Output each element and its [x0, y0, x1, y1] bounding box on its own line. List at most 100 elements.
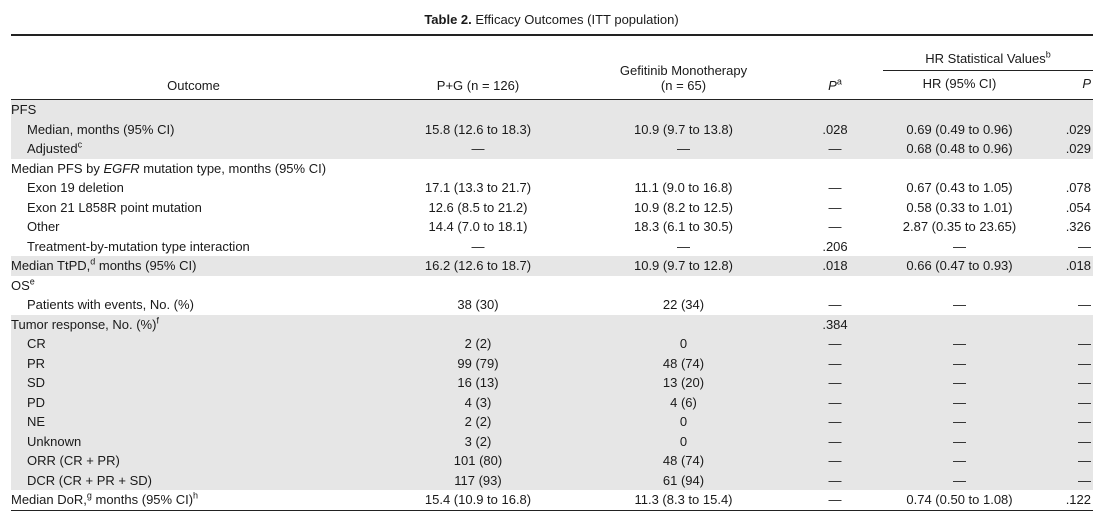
- row-label: CR: [11, 334, 376, 354]
- table-row: DCR (CR + PR + SD) 117 (93) 61 (94) — — …: [11, 470, 1093, 490]
- top-rule: [11, 34, 1093, 36]
- row-label: Unknown: [11, 431, 376, 451]
- table-row: Exon 21 L858R point mutation 12.6 (8.5 t…: [11, 198, 1093, 218]
- cell-pg: 4 (3): [376, 392, 580, 412]
- cell-hr-p: .326: [1065, 219, 1091, 234]
- cell-gefitinib: 0: [580, 334, 787, 354]
- table-row: Unknown 3 (2) 0 — — —: [11, 431, 1093, 451]
- cell-hr-p: —: [1036, 392, 1093, 412]
- row-label: Patients with events, No. (%): [27, 297, 194, 312]
- table-row: Treatment-by-mutation type interaction —…: [11, 237, 1093, 257]
- cell-p: —: [787, 431, 883, 451]
- cell-hr: 2.87 (0.35 to 23.65): [902, 219, 1017, 234]
- cell-hr: —: [883, 431, 1036, 451]
- cell-hr: 0.74 (0.50 to 1.08): [883, 490, 1036, 511]
- cell-hr-p: —: [1036, 431, 1093, 451]
- row-label: OSe: [11, 276, 376, 296]
- header-hr-group-text: HR Statistical Values: [925, 51, 1046, 66]
- cell-p: —: [828, 180, 842, 195]
- table-row: OSe: [11, 276, 1093, 296]
- table-row: Median PFS by EGFR mutation type, months…: [11, 159, 1093, 179]
- cell-hr-p: .029: [1036, 139, 1093, 159]
- header-gefitinib-line1: Gefitinib Monotherapy: [619, 63, 748, 78]
- cell-hr: 0.66 (0.47 to 0.93): [883, 256, 1036, 276]
- cell-p: —: [787, 353, 883, 373]
- row-label: DCR (CR + PR + SD): [11, 470, 376, 490]
- table-row: ORR (CR + PR) 101 (80) 48 (74) — — —: [11, 451, 1093, 471]
- cell-pg: 117 (93): [376, 470, 580, 490]
- cell-p: .384: [787, 314, 883, 334]
- cell-gefitinib: 10.9 (9.7 to 12.8): [580, 256, 787, 276]
- cell-p: —: [787, 392, 883, 412]
- row-label: SD: [11, 373, 376, 393]
- cell-p: —: [787, 470, 883, 490]
- cell-pg: 15.4 (10.9 to 16.8): [376, 490, 580, 511]
- header-hr-group-sup: b: [1045, 49, 1051, 60]
- row-label: Adjustedc: [11, 139, 376, 159]
- row-label-sup2: h: [193, 490, 199, 501]
- row-label-text: OS: [11, 277, 30, 293]
- table-row: Median TtPD,d months (95% CI) 16.2 (12.6…: [11, 256, 1093, 276]
- row-label: Other: [27, 219, 60, 234]
- cell-p: .018: [787, 256, 883, 276]
- cell-hr-p: —: [1036, 412, 1093, 432]
- cell-p: —: [787, 412, 883, 432]
- row-label-ital: EGFR: [103, 160, 140, 176]
- row-label-post: mutation type, months (95% CI): [139, 160, 327, 176]
- cell-gefitinib: 0: [580, 412, 787, 432]
- cell-hr: —: [883, 392, 1036, 412]
- cell-hr-p: —: [1036, 353, 1093, 373]
- cell-pg: 16.2 (12.6 to 18.7): [376, 256, 580, 276]
- cell-pg: 3 (2): [376, 431, 580, 451]
- cell-pg: 99 (79): [376, 353, 580, 373]
- row-label-post: months (95% CI): [91, 492, 194, 507]
- cell-hr: 0.69 (0.49 to 0.96): [883, 119, 1036, 139]
- cell-gefitinib: 48 (74): [580, 353, 787, 373]
- cell-p: —: [787, 139, 883, 159]
- table-row: Median, months (95% CI) 15.8 (12.6 to 18…: [11, 119, 1093, 139]
- cell-hr: 0.67 (0.43 to 1.05): [906, 180, 1013, 195]
- header-row-2: HR (95% CI) P: [11, 71, 1093, 100]
- header-outcome-text: Outcome: [167, 78, 220, 93]
- cell-hr: —: [883, 353, 1036, 373]
- table-row: CR 2 (2) 0 — — —: [11, 334, 1093, 354]
- cell-pg: 15.8 (12.6 to 18.3): [376, 119, 580, 139]
- header-p: Pa: [787, 38, 883, 100]
- cell-pg: —: [471, 238, 485, 254]
- cell-pg: 16 (13): [376, 373, 580, 393]
- table-label: Table 2.: [424, 12, 472, 27]
- cell-hr-p: —: [1036, 470, 1093, 490]
- row-label: Median, months (95% CI): [11, 119, 376, 139]
- header-gefitinib: Gefitinib Monotherapy (n = 65): [580, 38, 787, 100]
- cell-hr: —: [883, 451, 1036, 471]
- cell-hr-p: .018: [1036, 256, 1093, 276]
- row-label: Exon 19 deletion: [27, 180, 124, 195]
- table-row: PD 4 (3) 4 (6) — — —: [11, 392, 1093, 412]
- cell-gefitinib: 22 (34): [662, 297, 705, 312]
- row-label: Median PFS by EGFR mutation type, months…: [11, 159, 376, 179]
- efficacy-table: Outcome P+G (n = 126) Gefitinib Monother…: [11, 38, 1093, 511]
- cell-hr: 0.58 (0.33 to 1.01): [906, 199, 1013, 215]
- row-label-sup: c: [77, 139, 83, 150]
- table-row: SD 16 (13) 13 (20) — — —: [11, 373, 1093, 393]
- cell-p: —: [828, 219, 842, 234]
- cell-hr-p: .029: [1036, 119, 1093, 139]
- row-label-sup: d: [90, 256, 96, 267]
- cell-gefitinib: —: [677, 238, 690, 254]
- row-label: Median DoR,g months (95% CI)h: [11, 490, 376, 511]
- row-label: Tumor response, No. (%)f: [11, 314, 376, 334]
- row-label-pre: Median PFS by: [11, 160, 104, 176]
- cell-hr-p: —: [1036, 373, 1093, 393]
- header-p-sup: a: [836, 76, 842, 87]
- cell-p: —: [787, 373, 883, 393]
- cell-pg: —: [376, 139, 580, 159]
- row-label: PFS: [11, 99, 376, 120]
- cell-hr-p: —: [1078, 238, 1091, 254]
- table-row: Tumor response, No. (%)f .384: [11, 314, 1093, 334]
- header-gefitinib-line2: (n = 65): [660, 78, 707, 93]
- cell-gefitinib: 61 (94): [580, 470, 787, 490]
- cell-hr-p: —: [1078, 297, 1091, 312]
- row-label-pre: Median TtPD,: [11, 258, 91, 273]
- header-p-text: P: [828, 78, 837, 93]
